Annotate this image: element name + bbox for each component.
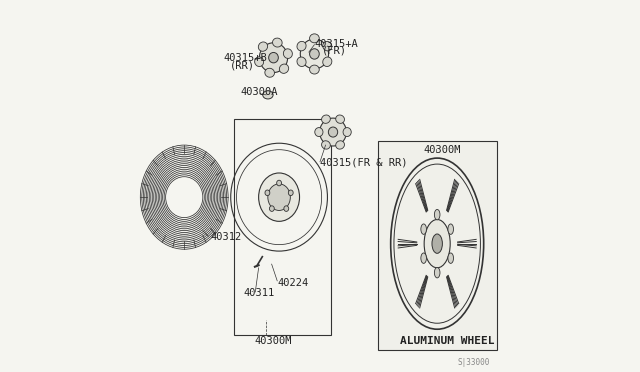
Ellipse shape bbox=[289, 190, 293, 196]
Ellipse shape bbox=[435, 267, 440, 278]
Ellipse shape bbox=[323, 41, 332, 51]
Ellipse shape bbox=[448, 253, 454, 263]
Ellipse shape bbox=[321, 115, 330, 124]
Ellipse shape bbox=[297, 57, 306, 67]
Ellipse shape bbox=[323, 57, 332, 67]
Text: (RR): (RR) bbox=[230, 61, 255, 71]
Text: 40312: 40312 bbox=[211, 232, 241, 242]
Text: 40224: 40224 bbox=[277, 278, 308, 288]
Ellipse shape bbox=[297, 41, 306, 51]
Ellipse shape bbox=[336, 141, 344, 149]
Ellipse shape bbox=[435, 209, 440, 220]
Text: 40315+B: 40315+B bbox=[223, 53, 267, 63]
Ellipse shape bbox=[310, 34, 319, 43]
Ellipse shape bbox=[321, 141, 330, 149]
Text: 40300A: 40300A bbox=[240, 87, 278, 97]
Ellipse shape bbox=[336, 115, 344, 124]
Ellipse shape bbox=[265, 190, 270, 196]
Ellipse shape bbox=[255, 57, 264, 67]
Ellipse shape bbox=[259, 42, 268, 51]
Text: 40300M: 40300M bbox=[424, 144, 461, 154]
Ellipse shape bbox=[448, 224, 454, 234]
Text: (FR): (FR) bbox=[322, 46, 347, 56]
Ellipse shape bbox=[421, 253, 426, 263]
Ellipse shape bbox=[265, 68, 275, 77]
Text: ALUMINUM WHEEL: ALUMINUM WHEEL bbox=[400, 336, 495, 346]
Ellipse shape bbox=[315, 128, 323, 137]
Bar bbox=[378, 141, 497, 350]
Ellipse shape bbox=[421, 224, 426, 234]
Text: 40311: 40311 bbox=[244, 288, 275, 298]
Ellipse shape bbox=[284, 206, 289, 211]
Ellipse shape bbox=[328, 127, 338, 137]
Ellipse shape bbox=[276, 180, 282, 186]
Text: S|33000: S|33000 bbox=[458, 357, 490, 366]
Ellipse shape bbox=[268, 184, 291, 211]
Ellipse shape bbox=[259, 173, 300, 221]
Ellipse shape bbox=[343, 128, 351, 137]
Text: 40315+A: 40315+A bbox=[314, 38, 358, 48]
Ellipse shape bbox=[269, 52, 278, 63]
Text: 40315(FR & RR): 40315(FR & RR) bbox=[320, 157, 408, 167]
Ellipse shape bbox=[273, 38, 282, 47]
Ellipse shape bbox=[262, 91, 273, 99]
Bar bbox=[234, 119, 331, 335]
Ellipse shape bbox=[259, 43, 287, 73]
Ellipse shape bbox=[269, 206, 275, 211]
Ellipse shape bbox=[300, 39, 328, 69]
Ellipse shape bbox=[284, 49, 292, 58]
Ellipse shape bbox=[280, 64, 289, 73]
Ellipse shape bbox=[310, 49, 319, 59]
Ellipse shape bbox=[319, 118, 346, 146]
Ellipse shape bbox=[432, 234, 442, 253]
Text: 40300M: 40300M bbox=[255, 336, 292, 346]
Ellipse shape bbox=[424, 219, 450, 268]
Ellipse shape bbox=[310, 65, 319, 74]
